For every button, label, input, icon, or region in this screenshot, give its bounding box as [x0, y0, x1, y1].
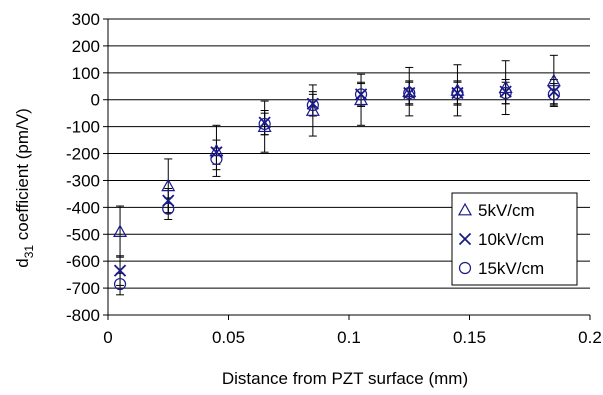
y-tick-label: 200 — [72, 37, 100, 56]
tick-labels: 300 200 100 0 -100 -200 -300 -400 -500 -600 -700 -8… — [66, 10, 602, 347]
data-point-triangle — [161, 178, 176, 192]
data-point-circle — [210, 152, 223, 166]
legend-marker-x — [458, 232, 472, 246]
y-tick-label: -300 — [66, 171, 100, 190]
error-bar — [116, 272, 125, 296]
x-tick-label: 0.2 — [578, 328, 602, 347]
y-tick-label: -100 — [66, 118, 100, 137]
data-point-x — [547, 85, 560, 98]
legend-marker-circle — [458, 261, 472, 275]
data-point-x — [258, 116, 271, 129]
legend-marker-triangle — [457, 202, 473, 216]
axes — [103, 18, 591, 320]
data-point-x — [210, 146, 223, 159]
data-point-triangle — [113, 224, 128, 237]
y-tick-label: -400 — [66, 198, 100, 217]
legend-label: 10kV/cm — [478, 230, 544, 249]
x-tick-label: 0.05 — [212, 328, 245, 347]
data-point-x — [113, 264, 127, 277]
data-point-triangle — [546, 73, 561, 87]
y-tick-label: -500 — [66, 225, 100, 244]
data-point-x — [306, 97, 319, 110]
x-tick-label: 0.1 — [337, 328, 361, 347]
y-tick-label: 300 — [72, 10, 100, 29]
error-bar — [549, 83, 558, 106]
y-tick-label: 0 — [91, 91, 100, 110]
y-axis-label-subscript: 31 — [22, 245, 36, 259]
legend-box — [451, 192, 578, 286]
data-point-circle — [403, 86, 416, 100]
y-axis-label-main: d — [13, 258, 32, 267]
legend: 5kV/cm 10kV/cm 15kV/cm — [451, 192, 578, 286]
data-point-x — [499, 85, 512, 98]
data-point-x-stroke-b — [306, 97, 319, 110]
legend-label: 5kV/cm — [478, 201, 535, 220]
data-point-circle — [499, 86, 512, 100]
x-tick-label: 0 — [103, 328, 112, 347]
data-point-x-stroke-b — [499, 85, 512, 98]
data-point-x-stroke-b — [113, 264, 127, 277]
x-axis-label: Distance from PZT surface (mm) — [222, 369, 468, 388]
y-tick-label: 100 — [72, 64, 100, 83]
y-tick-label: -200 — [66, 145, 100, 164]
data-point-circle — [451, 86, 464, 100]
y-axis-label: d31 coefficient (pm/V) — [13, 108, 36, 268]
data-point-x-stroke-b — [210, 146, 223, 159]
y-tick-label: -800 — [66, 306, 100, 325]
legend-label: 15kV/cm — [478, 259, 544, 278]
y-axis-label-rest: coefficient (pm/V) — [13, 108, 32, 245]
x-tick-label: 0.15 — [453, 328, 486, 347]
data-point-circle — [113, 277, 127, 291]
y-tick-label: -600 — [66, 252, 100, 271]
y-tick-label: -700 — [66, 279, 100, 298]
data-point-circle — [306, 99, 319, 112]
legend-marker-x-stroke-b — [458, 232, 472, 246]
data-point-circle — [354, 88, 368, 101]
data-markers — [113, 73, 561, 291]
data-point-x-stroke-b — [258, 116, 271, 129]
data-point-x-stroke-b — [547, 85, 560, 98]
data-point-circle — [162, 202, 175, 215]
data-point-circle — [258, 117, 271, 131]
data-point-circle — [547, 88, 560, 101]
